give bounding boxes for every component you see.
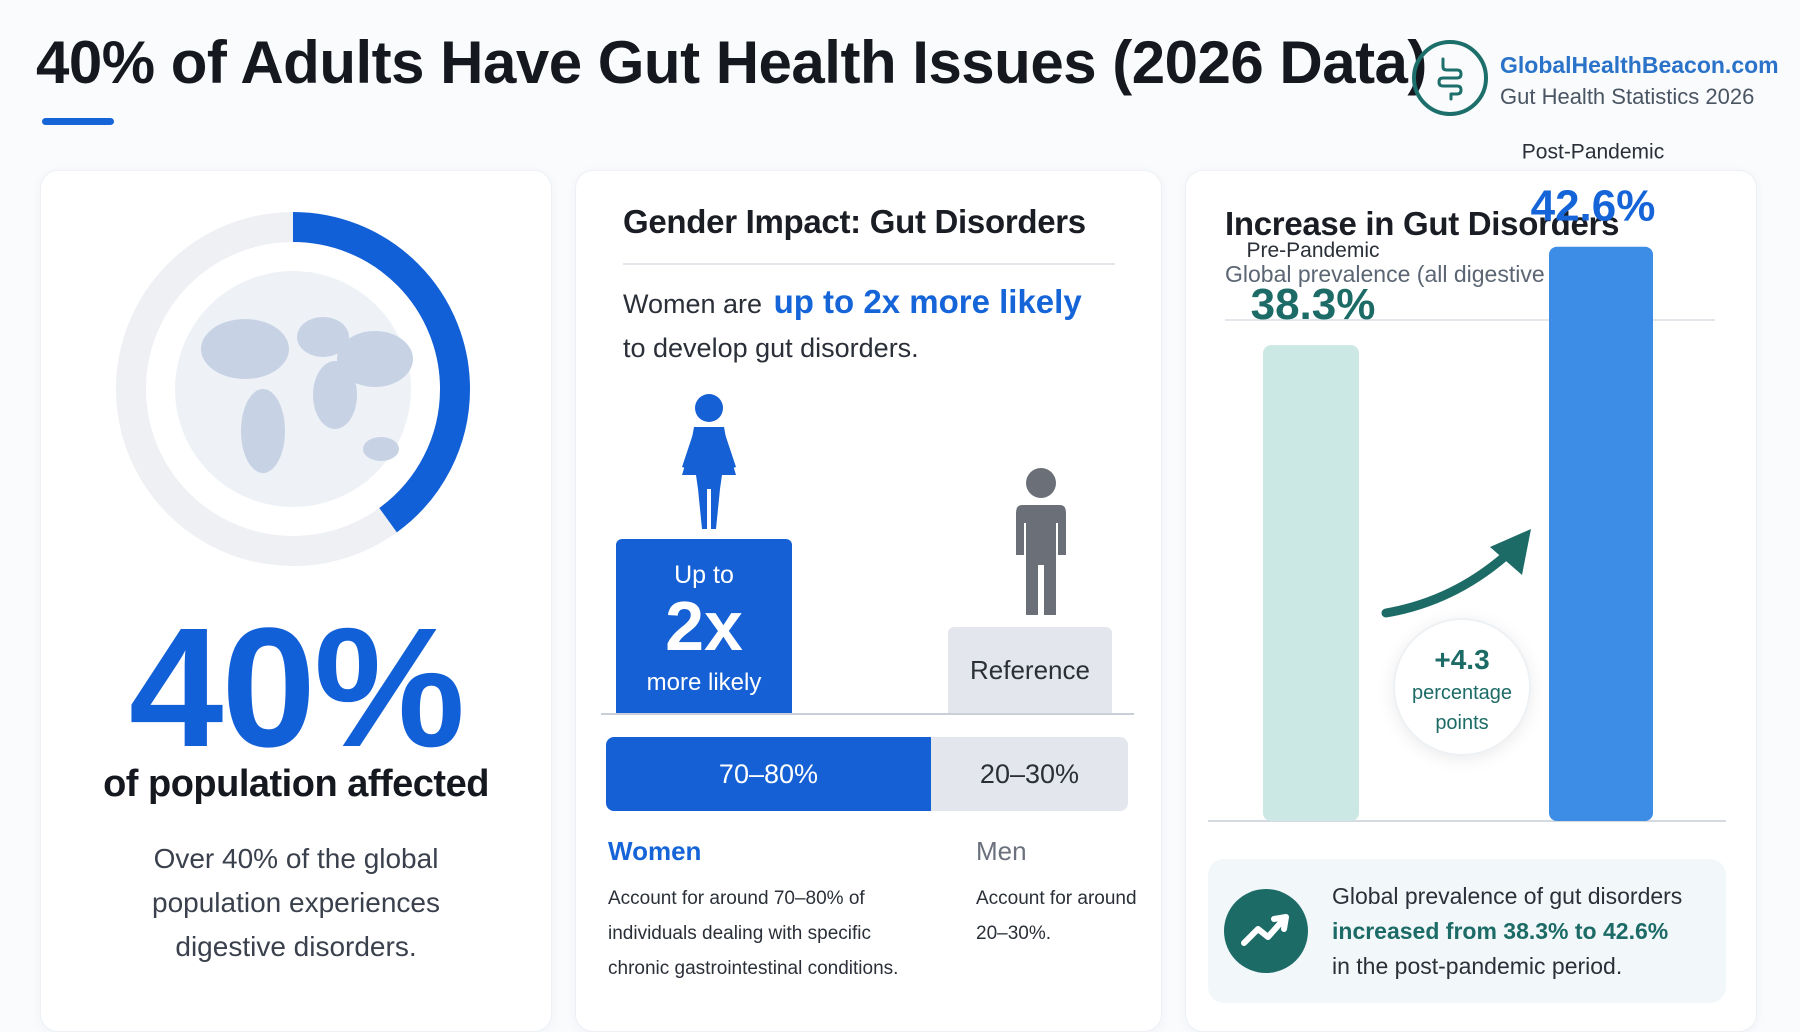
brand-subtitle: Gut Health Statistics 2026 <box>1500 84 1755 109</box>
delta-badge: +4.3 percentage points <box>1393 618 1531 756</box>
women-label: Women <box>608 836 702 866</box>
gender-card: Gender Impact: Gut Disorders Women are u… <box>575 170 1162 1032</box>
bar-value-label: 38.3% <box>1251 280 1376 329</box>
population-big-stat: 40% <box>128 593 465 783</box>
callout-emphasis: increased from 38.3% to 42.6% <box>1332 918 1669 944</box>
men-description: Account for around 20–30%. <box>976 888 1137 944</box>
bar-category-label: Post-Pandemic <box>1522 141 1664 164</box>
brand-site-name[interactable]: GlobalHealthBeacon.com <box>1500 52 1779 78</box>
woman-icon <box>664 391 754 531</box>
population-card: 40% of population affected Over 40% of t… <box>40 170 552 1032</box>
intestine-icon <box>1412 40 1488 116</box>
bar-pre-pandemic <box>1263 345 1359 821</box>
page-title: 40% of Adults Have Gut Health Issues (20… <box>36 29 1427 96</box>
trend-arrowhead-icon <box>1490 529 1531 575</box>
increase-callout: Global prevalence of gut disorders incre… <box>1208 859 1726 1003</box>
brand[interactable]: GlobalHealthBeacon.com Gut Health Statis… <box>1412 40 1792 124</box>
population-description: Over 40% of the global population experi… <box>152 843 440 962</box>
title-underline <box>42 118 114 125</box>
bar-value-label: 42.6% <box>1531 182 1656 231</box>
women-likelihood-block: Up to 2x more likely <box>616 539 792 713</box>
callout-text: Global prevalence of gut disorders incre… <box>1332 879 1712 984</box>
gender-intro-emphasis: up to 2x more likely <box>773 283 1082 320</box>
men-share-segment: 20–30% <box>930 737 1128 811</box>
trend-arrow-icon <box>1381 546 1516 618</box>
women-description: Account for around 70–80% of individuals… <box>608 888 899 979</box>
increase-divider <box>1225 319 1715 321</box>
population-stat-label: of population affected <box>103 763 489 805</box>
men-label: Men <box>976 836 1027 866</box>
prevalence-bar-chart: +4.3 percentage points 38.3% Pre-Pandemic… <box>1208 141 1726 822</box>
callout-suffix: in the post-pandemic period. <box>1332 953 1623 979</box>
population-ring-chart <box>113 199 473 579</box>
gender-intro-suffix: to develop gut disorders. <box>623 333 919 363</box>
callout-prefix: Global prevalence of gut disorders <box>1332 883 1683 909</box>
women-block-bottom: more likely <box>646 669 762 696</box>
globe-icon <box>175 271 413 507</box>
increase-card-title: Increase in Gut Disorders <box>1225 205 1620 242</box>
gender-divider <box>623 263 1115 265</box>
trend-up-icon <box>1224 889 1308 973</box>
women-share-segment: 70–80% <box>606 737 931 811</box>
delta-value: +4.3 <box>1434 644 1489 675</box>
delta-unit-line2: points <box>1435 712 1488 734</box>
bar-category-label: Pre-Pandemic <box>1246 239 1379 262</box>
gender-share-bar: 70–80% 20–30% <box>606 737 1128 811</box>
man-icon <box>996 467 1086 617</box>
bar-post-pandemic <box>1549 246 1653 821</box>
gender-card-title: Gender Impact: Gut Disorders <box>623 203 1086 240</box>
men-reference-block: Reference <box>948 627 1112 713</box>
increase-card: Increase in Gut Disorders Global prevale… <box>1185 141 1757 1032</box>
women-block-top: Up to <box>674 561 734 589</box>
gender-intro-prefix: Women are <box>623 289 763 319</box>
podium-baseline <box>601 713 1134 715</box>
women-block-big: 2x <box>665 587 743 665</box>
delta-unit-line1: percentage <box>1412 682 1512 704</box>
gender-intro: Women are up to 2x more likely <box>623 283 1082 321</box>
